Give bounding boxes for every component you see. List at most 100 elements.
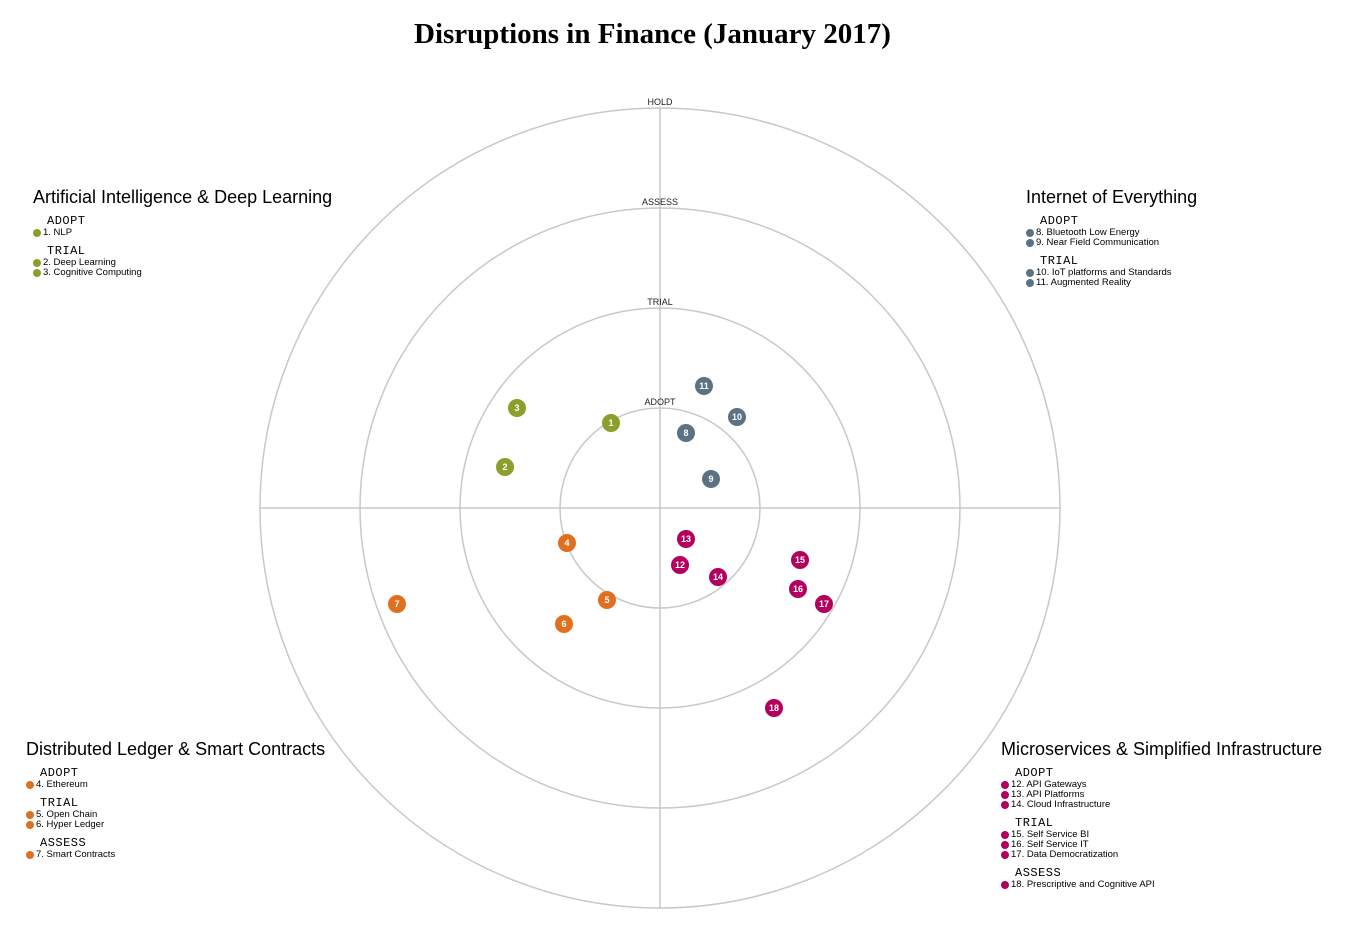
legend-ring-group: TRIAL 5. Open Chain 6. Hyper Ledger — [26, 796, 325, 830]
legend-dot-icon — [33, 259, 41, 267]
quadrant-title: Artificial Intelligence & Deep Learning — [33, 187, 333, 207]
legend-entry[interactable]: 4. Ethereum — [26, 780, 325, 790]
svg-text:17: 17 — [819, 599, 829, 609]
blip-14[interactable]: 14 — [709, 568, 727, 586]
svg-text:9: 9 — [708, 474, 713, 484]
ring-labels: ADOPT TRIAL ASSESS HOLD — [642, 97, 678, 407]
legend-dot-icon — [1001, 791, 1009, 799]
blip-16[interactable]: 16 — [789, 580, 807, 598]
legend-entry[interactable]: 2. Deep Learning — [33, 258, 332, 268]
legend-microservices: Microservices & Simplified Infrastructur… — [1001, 739, 1322, 890]
blip-6[interactable]: 6 — [555, 615, 573, 633]
legend-entry[interactable]: 9. Near Field Communication — [1026, 238, 1197, 248]
legend-ring-group: ADOPT 4. Ethereum — [26, 766, 325, 790]
blip-11[interactable]: 11 — [695, 377, 713, 395]
legend-ring-group: TRIAL 2. Deep Learning 3. Cognitive Comput… — [33, 244, 332, 278]
legend-entry-label: 9. Near Field Communication — [1036, 237, 1160, 248]
legend-entry[interactable]: 1. NLP — [33, 228, 332, 238]
legend-dot-icon — [26, 821, 34, 829]
legend-entry[interactable]: 18. Prescriptive and Cognitive API — [1001, 880, 1322, 890]
legend-entry[interactable]: 7. Smart Contracts — [26, 850, 325, 860]
legend-entry-label: 18. Prescriptive and Cognitive API — [1011, 879, 1155, 890]
legend-entry[interactable]: 6. Hyper Ledger — [26, 820, 325, 830]
legend-iot: Internet of Everything ADOPT 8. Bluetooth … — [1026, 187, 1197, 288]
svg-text:11: 11 — [699, 381, 709, 391]
legend-dot-icon — [1001, 801, 1009, 809]
blip-3[interactable]: 3 — [508, 399, 526, 417]
legend-entry-label: 8. Bluetooth Low Energy — [1036, 227, 1140, 238]
legend-dot-icon — [33, 229, 41, 237]
blip-18[interactable]: 18 — [765, 699, 783, 717]
svg-text:8: 8 — [683, 428, 688, 438]
quadrant-title: Distributed Ledger & Smart Contracts — [26, 739, 326, 759]
legend-dot-icon — [1026, 229, 1034, 237]
legend-entry-label: 7. Smart Contracts — [36, 849, 116, 860]
legend-dot-icon — [1001, 851, 1009, 859]
legend-ledger: Distributed Ledger & Smart Contracts ADOP… — [26, 739, 325, 860]
legend-entry[interactable]: 3. Cognitive Computing — [33, 268, 332, 278]
legend-ring-name: TRIAL — [47, 244, 86, 258]
svg-text:4: 4 — [564, 538, 569, 548]
blip-17[interactable]: 17 — [815, 595, 833, 613]
legend-entry[interactable]: 14. Cloud Infrastructure — [1001, 800, 1322, 810]
legend-ring-name: ASSESS — [1015, 866, 1062, 880]
legend-ring-name: TRIAL — [1015, 816, 1054, 830]
svg-text:1: 1 — [608, 418, 613, 428]
svg-text:16: 16 — [793, 584, 803, 594]
blip-13[interactable]: 13 — [677, 530, 695, 548]
blip-1[interactable]: 1 — [602, 414, 620, 432]
ring-label-assess: ASSESS — [642, 197, 678, 207]
legend-ring-group: ADOPT 1. NLP — [33, 214, 332, 238]
legend-dot-icon — [1001, 781, 1009, 789]
legend-entry[interactable]: 12. API Gateways — [1001, 780, 1322, 790]
legend-entry[interactable]: 10. IoT platforms and Standards — [1026, 268, 1197, 278]
legend-ring-group: TRIAL 10. IoT platforms and Standards 11. … — [1026, 254, 1197, 288]
blip-5[interactable]: 5 — [598, 591, 616, 609]
legend-entry-label: 16. Self Service IT — [1011, 839, 1089, 850]
legend-ring-name: TRIAL — [40, 796, 79, 810]
legend-entry-label: 11. Augmented Reality — [1036, 277, 1131, 288]
legend-dot-icon — [1026, 279, 1034, 287]
legend-dot-icon — [26, 781, 34, 789]
legend-dot-icon — [26, 851, 34, 859]
svg-text:10: 10 — [732, 412, 742, 422]
blip-4[interactable]: 4 — [558, 534, 576, 552]
svg-text:14: 14 — [713, 572, 723, 582]
legend-entry-label: 3. Cognitive Computing — [43, 267, 142, 278]
legend-dot-icon — [1026, 269, 1034, 277]
radar-grid — [259, 107, 1061, 909]
ring-label-adopt: ADOPT — [644, 397, 676, 407]
ring-label-trial: TRIAL — [647, 297, 673, 307]
legend-entry[interactable]: 16. Self Service IT — [1001, 840, 1322, 850]
legend-entry-label: 2. Deep Learning — [43, 257, 116, 268]
legend-entry[interactable]: 5. Open Chain — [26, 810, 325, 820]
legend-dot-icon — [33, 269, 41, 277]
legend-dot-icon — [26, 811, 34, 819]
legend-entry[interactable]: 11. Augmented Reality — [1026, 278, 1197, 288]
quadrant-title: Microservices & Simplified Infrastructur… — [1001, 739, 1323, 759]
svg-text:15: 15 — [795, 555, 805, 565]
legend-entry-label: 10. IoT platforms and Standards — [1036, 267, 1172, 278]
legend-entry[interactable]: 15. Self Service BI — [1001, 830, 1322, 840]
legend-ai: Artificial Intelligence & Deep Learning A… — [33, 187, 332, 278]
legend-entry[interactable]: 13. API Platforms — [1001, 790, 1322, 800]
legend-entry-label: 5. Open Chain — [36, 809, 98, 820]
blip-8[interactable]: 8 — [677, 424, 695, 442]
svg-text:12: 12 — [675, 560, 685, 570]
quadrant-title: Internet of Everything — [1026, 187, 1198, 207]
legend-entry[interactable]: 8. Bluetooth Low Energy — [1026, 228, 1197, 238]
blip-9[interactable]: 9 — [702, 470, 720, 488]
blip-7[interactable]: 7 — [388, 595, 406, 613]
svg-text:5: 5 — [604, 595, 609, 605]
svg-text:2: 2 — [502, 462, 507, 472]
legend-ring-name: ADOPT — [1040, 214, 1079, 228]
legend-entry-label: 1. NLP — [43, 227, 73, 238]
blip-10[interactable]: 10 — [728, 408, 746, 426]
legend-entry[interactable]: 17. Data Democratization — [1001, 850, 1322, 860]
legend-ring-group: ASSESS 7. Smart Contracts — [26, 836, 325, 860]
blip-15[interactable]: 15 — [791, 551, 809, 569]
blip-12[interactable]: 12 — [671, 556, 689, 574]
blip-2[interactable]: 2 — [496, 458, 514, 476]
